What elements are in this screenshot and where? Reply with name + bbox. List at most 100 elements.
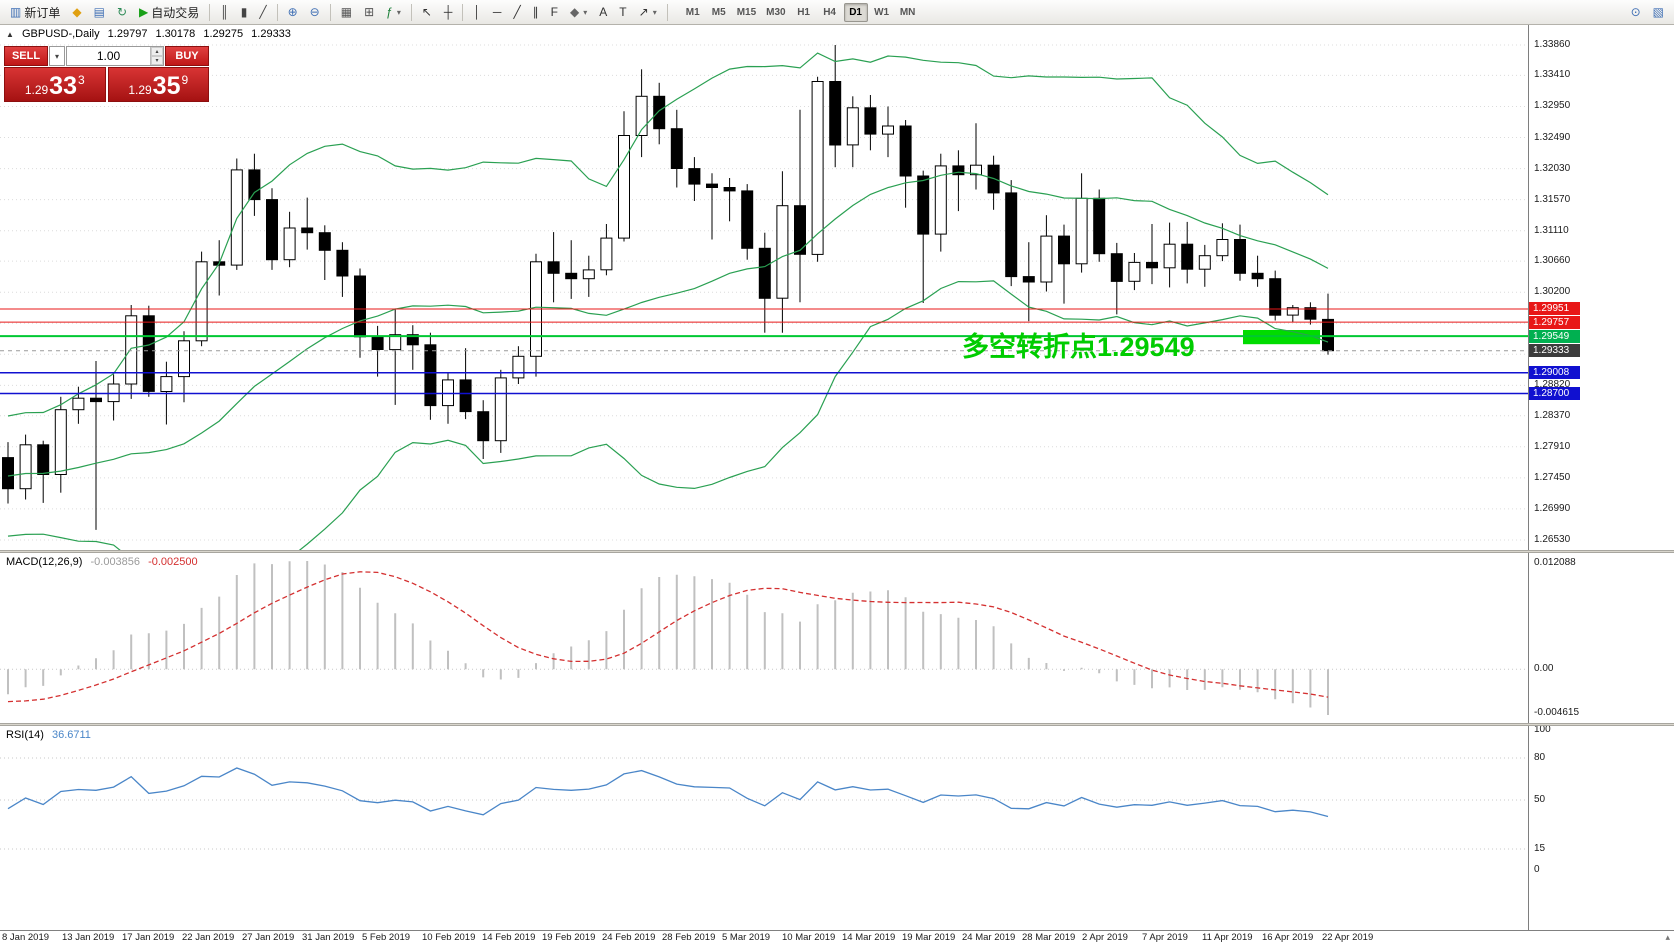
market-watch-button[interactable]: ▤ xyxy=(89,2,110,23)
bar-chart-button[interactable]: ║ xyxy=(215,2,234,23)
bollinger-lower-band[interactable] xyxy=(7,280,1329,550)
bollinger-upper-band[interactable] xyxy=(7,52,1329,417)
candlestick-chart-icon: ▮ xyxy=(240,5,248,19)
rsi-panel[interactable]: RSI(14) 36.6711 100 80 50 15 0 xyxy=(0,724,1674,930)
ohlc-close: 1.29333 xyxy=(251,28,291,40)
rsi-scale-label: 80 xyxy=(1534,752,1546,763)
data-window-button[interactable]: ▧ xyxy=(1648,2,1669,23)
date-tick-label: 24 Mar 2019 xyxy=(962,932,1016,943)
ohlc-open: 1.29797 xyxy=(107,28,148,40)
timeframe-m1-button[interactable]: M1 xyxy=(681,3,705,22)
rsi-line xyxy=(7,767,1329,818)
buy-button[interactable]: BUY xyxy=(165,46,209,66)
timeframe-h1-button[interactable]: H1 xyxy=(792,3,816,22)
autotrading-play-icon: ▶ xyxy=(139,5,149,19)
volume-increase-button[interactable]: ▴ xyxy=(151,47,163,56)
timeframe-w1-button[interactable]: W1 xyxy=(870,3,894,22)
symbols-button[interactable]: ◆ xyxy=(67,2,86,23)
sell-price-panel[interactable]: 1.29 33 3 xyxy=(4,67,106,102)
time-axis[interactable]: 8 Jan 2019 13 Jan 2019 17 Jan 2019 22 Jan 2… xyxy=(0,930,1674,944)
chart-annotation-text[interactable]: 多空转折点1.29549 xyxy=(962,331,1195,362)
toolbar-separator xyxy=(209,3,211,21)
macd-value: -0.003856 xyxy=(90,556,141,568)
price-scale-label: 1.32950 xyxy=(1534,100,1571,112)
timeframe-m5-button[interactable]: M5 xyxy=(707,3,731,22)
panel-splitter[interactable] xyxy=(0,550,1674,553)
sell-price-pips: 33 xyxy=(49,72,77,100)
chevron-down-icon: ▾ xyxy=(652,7,657,17)
trendline-icon: ╱ xyxy=(513,5,521,19)
trendline-button[interactable]: ╱ xyxy=(508,2,525,23)
rsi-title: RSI(14) xyxy=(6,729,44,741)
chart-header: ▲ GBPUSD-,Daily 1.29797 1.30178 1.29275 … xyxy=(6,28,296,40)
toolbar-separator xyxy=(666,3,668,21)
chevron-down-icon: ▾ xyxy=(54,51,59,61)
timeframe-h4-button[interactable]: H4 xyxy=(818,3,842,22)
rsi-chart[interactable] xyxy=(0,726,1528,930)
arrange-windows-icon: ⊞ xyxy=(364,5,375,19)
indicators-button[interactable]: ƒ ▾ xyxy=(381,2,406,23)
autotrading-button[interactable]: ▶ 自动交易 xyxy=(134,2,204,23)
new-order-button[interactable]: ▥ 新订单 xyxy=(5,2,65,23)
shapes-button[interactable]: ◆ ▾ xyxy=(565,2,592,23)
toolbar-left: ▥ 新订单 ◆ ▤ ↻ ▶ 自动交易 ║ ▮ ╱ ⊕ ⊖ ▦ ⊞ ƒ ▾ ↖ ┼ │ ─ ╱ ∥ F ◆ ▾ A T ↗ ▾ xyxy=(4,2,663,23)
price-scale-label: 1.33860 xyxy=(1534,39,1571,50)
order-type-dropdown[interactable]: ▾ xyxy=(49,46,65,66)
sell-button[interactable]: SELL xyxy=(4,46,48,66)
vertical-line-button[interactable]: │ xyxy=(468,2,486,23)
date-tick-label: 10 Feb 2019 xyxy=(422,932,476,943)
price-level-tag: 1.28700 xyxy=(1529,386,1580,400)
timeframe-m30-button[interactable]: M30 xyxy=(762,3,789,22)
macd-panel[interactable]: MACD(12,26,9) -0.003856 -0.002500 0.0120… xyxy=(0,553,1674,723)
vertical-line-icon: │ xyxy=(473,5,481,19)
fibonacci-button[interactable]: F xyxy=(546,2,563,23)
horizontal-line-button[interactable]: ─ xyxy=(488,2,507,23)
macd-header: MACD(12,26,9) -0.003856 -0.002500 xyxy=(6,556,203,568)
rsi-axis[interactable]: 100 80 50 15 0 xyxy=(1528,724,1674,930)
date-tick-label: 16 Apr 2019 xyxy=(1262,932,1314,943)
chevron-down-icon: ▾ xyxy=(583,7,588,17)
crosshair-button[interactable]: ┼ xyxy=(439,2,458,23)
volume-decrease-button[interactable]: ▾ xyxy=(151,56,163,65)
zoom-in-button[interactable]: ⊕ xyxy=(283,2,303,23)
cursor-button[interactable]: ↖ xyxy=(417,2,437,23)
date-tick-label: 22 Apr 2019 xyxy=(1322,932,1374,943)
refresh-icon: ↻ xyxy=(116,5,127,19)
refresh-button[interactable]: ↻ xyxy=(112,2,132,23)
price-scale-label: 1.33410 xyxy=(1534,69,1571,81)
bollinger-middle-band[interactable] xyxy=(7,171,1329,477)
search-icon: ⊙ xyxy=(1630,5,1641,19)
date-tick-label: 2 Apr 2019 xyxy=(1082,932,1128,943)
label-button[interactable]: T xyxy=(614,2,631,23)
price-chart[interactable]: 多空转折点1.29549 xyxy=(0,25,1528,550)
date-tick-label: 7 Apr 2019 xyxy=(1142,932,1188,943)
price-level-tag: 1.29549 xyxy=(1529,329,1580,343)
toolbar-separator xyxy=(329,3,331,21)
arrange-windows-button[interactable]: ⊞ xyxy=(359,2,379,23)
candlestick-chart-button[interactable]: ▮ xyxy=(236,2,253,23)
date-tick-label: 14 Mar 2019 xyxy=(842,932,896,943)
rsi-header: RSI(14) 36.6711 xyxy=(6,729,96,741)
search-button[interactable]: ⊙ xyxy=(1626,2,1646,23)
price-axis[interactable]: 1.33860 1.33410 1.32950 1.32490 1.32030 1.315… xyxy=(1528,25,1674,550)
buy-price-panel[interactable]: 1.29 35 9 xyxy=(107,67,209,102)
line-chart-button[interactable]: ╱ xyxy=(254,2,271,23)
symbols-icon: ◆ xyxy=(72,5,82,19)
main-chart-panel[interactable]: 多空转折点1.29549 ▲ GBPUSD-,Daily 1.29797 1.3… xyxy=(0,25,1674,550)
channel-button[interactable]: ∥ xyxy=(528,2,544,23)
macd-chart[interactable] xyxy=(0,553,1528,723)
tile-windows-button[interactable]: ▦ xyxy=(336,2,357,23)
zoom-out-button[interactable]: ⊖ xyxy=(305,2,325,23)
volume-field[interactable]: 1.00 ▴ ▾ xyxy=(66,46,164,66)
bar-chart-icon: ║ xyxy=(220,5,229,19)
timeframe-m15-button[interactable]: M15 xyxy=(733,3,760,22)
timeframe-d1-button[interactable]: D1 xyxy=(843,2,868,22)
current-price-tag: 1.29333 xyxy=(1529,344,1580,358)
panel-splitter[interactable] xyxy=(0,723,1674,726)
date-tick-label: 22 Jan 2019 xyxy=(182,932,235,943)
timeframe-mn-button[interactable]: MN xyxy=(896,3,920,22)
macd-axis[interactable]: 0.012088 0.00 -0.004615 xyxy=(1528,553,1674,723)
arrows-button[interactable]: ↗ ▾ xyxy=(634,2,662,23)
text-button[interactable]: A xyxy=(594,2,612,23)
